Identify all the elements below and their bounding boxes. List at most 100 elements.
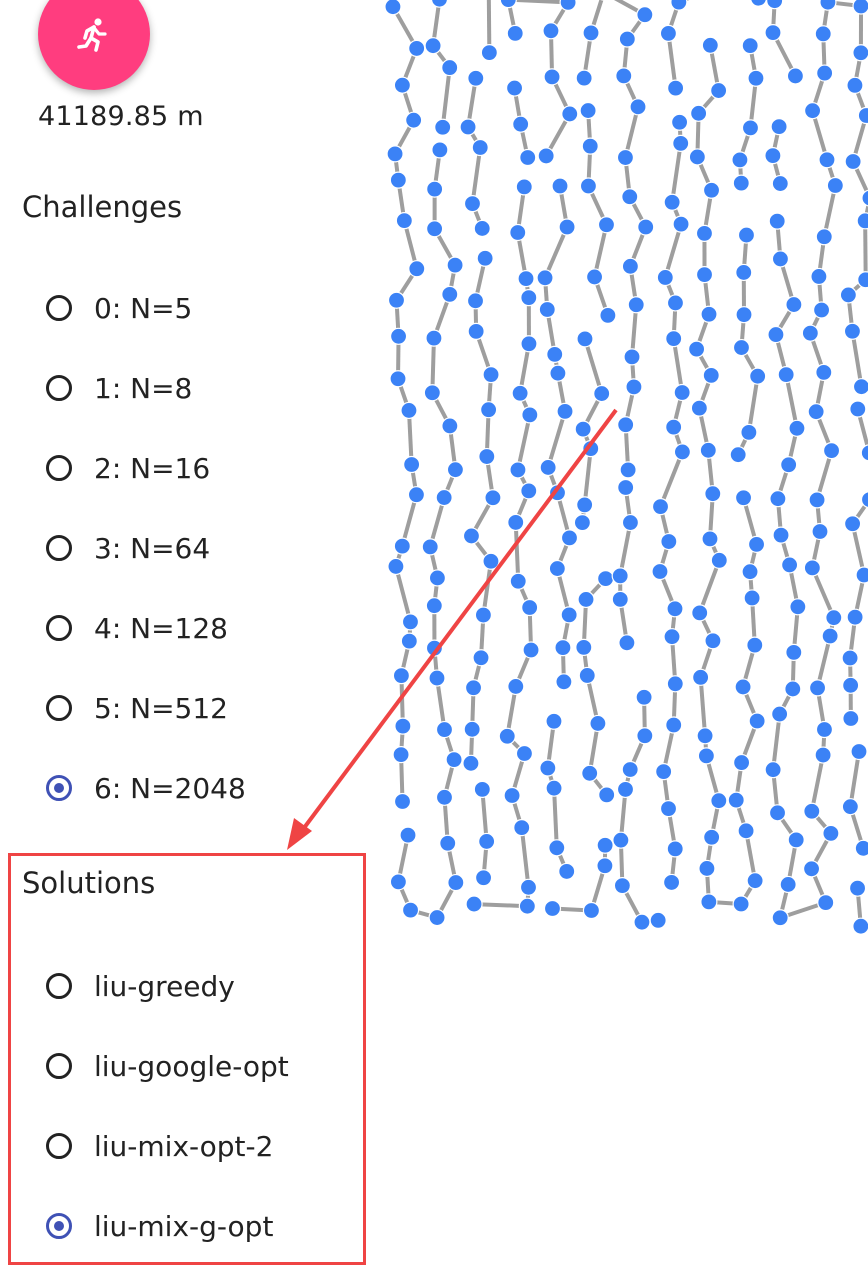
city-node — [582, 24, 600, 42]
tour-edge — [658, 451, 685, 508]
city-node — [462, 754, 480, 772]
tour-edge — [671, 338, 685, 393]
solution-option-liu-google-opt[interactable]: liu-google-opt — [46, 1046, 289, 1086]
radio-button[interactable] — [46, 1133, 72, 1159]
city-node — [746, 872, 764, 890]
challenge-option-3[interactable]: 3: N=64 — [46, 528, 210, 568]
tour-edge — [400, 494, 419, 547]
city-node — [670, 113, 689, 131]
city-node — [596, 836, 614, 854]
city-node — [635, 688, 653, 706]
city-node — [826, 176, 844, 195]
city-node — [435, 788, 454, 806]
challenge-label: 3: N=64 — [94, 531, 211, 565]
city-node — [861, 189, 868, 207]
city-node — [843, 322, 862, 340]
radio-button[interactable] — [46, 1053, 72, 1079]
tour-edge — [746, 375, 760, 433]
city-node — [741, 37, 759, 55]
city-node — [446, 256, 464, 274]
city-node — [727, 791, 745, 809]
tour-edge — [552, 788, 559, 848]
challenge-option-2[interactable]: 2: N=16 — [46, 448, 210, 488]
run-button[interactable] — [38, 0, 150, 90]
city-node — [575, 638, 593, 656]
city-node — [764, 147, 782, 165]
tour-edge — [810, 567, 836, 619]
radio-button-selected[interactable] — [46, 775, 72, 801]
city-node — [771, 174, 789, 193]
city-node — [710, 792, 728, 810]
city-node — [737, 226, 756, 244]
challenge-option-1[interactable]: 1: N=8 — [46, 368, 192, 408]
city-node — [478, 447, 496, 466]
city-node — [401, 613, 420, 631]
city-node — [815, 363, 833, 381]
city-node — [505, 79, 524, 97]
city-node — [520, 289, 538, 307]
solution-option-liu-mix-g-opt[interactable]: liu-mix-g-opt — [46, 1206, 273, 1246]
city-node — [703, 828, 721, 846]
city-node — [852, 0, 868, 15]
city-node — [513, 818, 531, 837]
city-node — [844, 152, 862, 171]
city-node — [616, 148, 635, 167]
challenge-option-4[interactable]: 4: N=128 — [46, 608, 228, 648]
city-node — [816, 64, 834, 82]
tour-edge — [513, 522, 521, 582]
city-node — [623, 348, 641, 366]
city-node — [659, 24, 678, 42]
tour-edge — [663, 223, 683, 279]
city-node — [812, 301, 831, 319]
solution-option-liu-greedy[interactable]: liu-greedy — [46, 966, 235, 1006]
tour-nodes — [384, 0, 868, 935]
city-node — [549, 364, 567, 382]
city-node — [633, 913, 651, 931]
city-node — [698, 859, 716, 878]
city-node — [428, 569, 447, 587]
city-node — [542, 22, 560, 40]
city-node — [522, 641, 540, 659]
city-node — [408, 39, 426, 58]
radio-button[interactable] — [46, 375, 72, 401]
city-node — [430, 0, 449, 8]
radio-button[interactable] — [46, 455, 72, 481]
city-node — [589, 714, 607, 733]
radio-button[interactable] — [46, 295, 72, 321]
solution-option-liu-mix-opt-2[interactable]: liu-mix-opt-2 — [46, 1126, 273, 1166]
city-node — [478, 832, 496, 851]
radio-button[interactable] — [46, 695, 72, 721]
city-node — [815, 228, 833, 246]
city-node — [673, 443, 692, 461]
city-node — [520, 335, 538, 353]
city-node — [426, 220, 444, 238]
radio-button[interactable] — [46, 615, 72, 641]
radio-button-selected[interactable] — [46, 1213, 72, 1239]
city-node — [741, 119, 760, 137]
city-node — [599, 306, 617, 324]
challenge-option-0[interactable]: 0: N=5 — [46, 288, 192, 328]
challenge-option-5[interactable]: 5: N=512 — [46, 688, 228, 728]
city-node — [447, 873, 465, 892]
tour-edge — [809, 754, 826, 812]
tour-edge — [850, 330, 864, 388]
city-node — [651, 562, 669, 581]
city-node — [585, 268, 604, 286]
city-node — [780, 456, 798, 474]
city-node — [786, 67, 805, 85]
tour-edge — [618, 522, 633, 577]
tour-edge — [666, 33, 678, 89]
annotation-arrow — [287, 408, 618, 850]
city-node — [846, 608, 864, 626]
challenge-option-6[interactable]: 6: N=2048 — [46, 768, 246, 808]
city-node — [573, 514, 591, 532]
city-node — [389, 370, 407, 388]
city-node — [701, 530, 719, 548]
city-node — [801, 324, 819, 342]
city-node — [476, 249, 494, 267]
tour-edge — [515, 414, 532, 471]
radio-button[interactable] — [46, 973, 72, 999]
city-node — [434, 118, 452, 136]
tour-edge — [592, 224, 609, 278]
radio-button[interactable] — [46, 535, 72, 561]
